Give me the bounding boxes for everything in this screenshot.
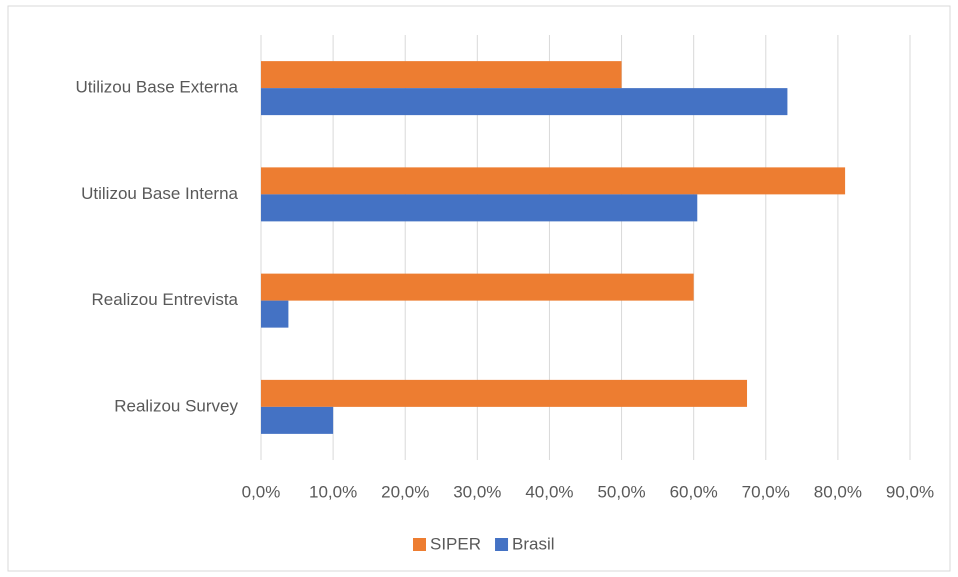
bar <box>261 194 698 222</box>
bar <box>261 88 788 116</box>
x-tick-label: 50,0% <box>597 482 645 501</box>
bar <box>261 300 289 328</box>
bar <box>261 61 622 89</box>
x-tick-label: 10,0% <box>309 482 357 501</box>
bar <box>261 406 334 434</box>
y-tick-label: Realizou Survey <box>114 396 238 415</box>
legend-swatch <box>413 538 426 551</box>
x-tick-label: 60,0% <box>670 482 718 501</box>
y-tick-label: Utilizou Base Externa <box>75 78 238 97</box>
x-tick-label: 80,0% <box>814 482 862 501</box>
bar <box>261 167 846 195</box>
y-tick-label: Utilizou Base Interna <box>81 184 238 203</box>
bar <box>261 273 694 301</box>
legend-swatch <box>495 538 509 551</box>
x-tick-label: 70,0% <box>742 482 790 501</box>
x-tick-label: 90,0% <box>886 482 934 501</box>
x-tick-label: 40,0% <box>525 482 573 501</box>
x-tick-label: 0,0% <box>242 482 281 501</box>
y-tick-label: Realizou Entrevista <box>92 290 239 309</box>
bar <box>261 379 748 407</box>
legend-label: SIPER <box>430 534 481 553</box>
x-tick-label: 30,0% <box>453 482 501 501</box>
x-tick-label: 20,0% <box>381 482 429 501</box>
legend-label: Brasil <box>512 534 555 553</box>
